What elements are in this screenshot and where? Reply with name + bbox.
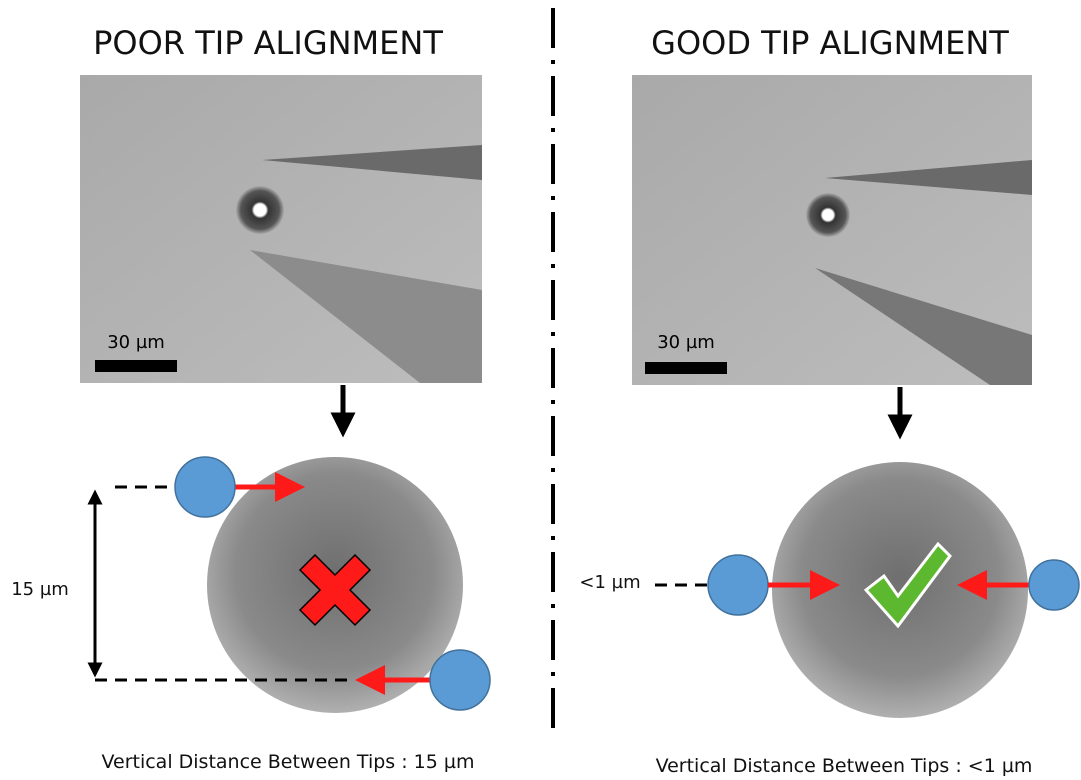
tip: [1029, 560, 1079, 610]
distance-label: 15 µm: [11, 579, 69, 600]
tip: [708, 555, 768, 615]
caption: Vertical Distance Between Tips : 15 µm: [101, 751, 474, 773]
sphere: [772, 462, 1028, 718]
scale-bar-label: 30 µm: [107, 332, 165, 353]
tip: [430, 650, 490, 710]
panel-title: GOOD TIP ALIGNMENT: [651, 24, 1009, 62]
tip: [175, 457, 235, 517]
figure: POOR TIP ALIGNMENT 30 µm 15 µm Vertical …: [0, 0, 1081, 780]
caption: Vertical Distance Between Tips : <1 µm: [656, 755, 1033, 777]
scale-bar-label: 30 µm: [657, 332, 715, 353]
panel-title: POOR TIP ALIGNMENT: [93, 24, 443, 62]
distance-label: <1 µm: [579, 572, 640, 593]
